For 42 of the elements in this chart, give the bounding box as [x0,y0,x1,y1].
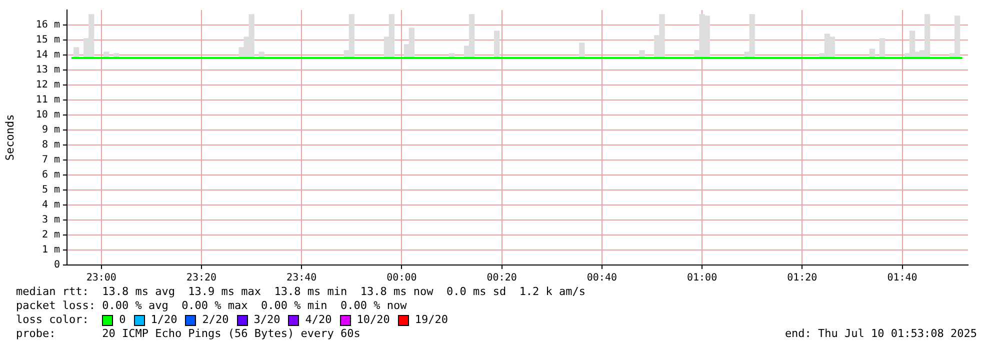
text: packet loss: 0.00 % avg 0.00 % max 0.00 % min 0.00 % now [16,299,407,313]
y-tick-label: 1 m [42,244,60,256]
legend-label: 1/20 [150,313,178,327]
y-tick-label: 5 m [42,184,60,196]
y-tick-label: 10 m [36,110,60,121]
y-tick-label: 0 [54,260,60,271]
x-tick-label: 00:40 [586,272,617,284]
legend-label: 19/20 [414,313,448,327]
y-tick-label: 3 m [42,214,60,226]
x-tick-label: 01:00 [686,272,718,284]
legend-label: 3/20 [254,313,280,327]
x-tick-label: 23:40 [286,272,317,284]
y-tick-label: 6 m [42,170,60,181]
x-tick-label: 23:20 [186,272,217,284]
bar [494,30,500,58]
y-tick-label: 13 m [36,64,60,76]
x-tick-label: 23:00 [86,272,116,284]
x-tick-label: 00:20 [486,272,517,284]
y-tick-label: 14 m [36,50,60,61]
text: probe: 20 ICMP Echo Pings (56 Bytes) every 60s [16,327,360,341]
y-axis-title: Seconds [3,114,16,161]
x-tick-label: 01:20 [787,272,818,284]
legend-label: 2/20 [202,313,229,327]
x-tick-label: 00:00 [386,272,417,284]
bar [879,38,886,58]
y-tick-label: 9 m [42,124,60,136]
y-tick-label: 16 m [36,20,60,31]
y-tick-label: 15 m [36,34,60,46]
bar [579,42,585,58]
x-tick-label: 01:40 [887,272,918,284]
y-tick-label: 12 m [36,80,60,91]
y-tick-label: 7 m [42,154,60,166]
legend-label: 0 [119,313,126,327]
legend-label: 10/20 [356,313,390,327]
y-tick-label: 2 m [42,230,60,241]
legend-label: 4/20 [305,313,332,327]
text: end: Thu Jul 10 01:53:08 2025 [784,327,977,341]
y-tick-label: 4 m [42,200,60,211]
text: median rtt: 13.8 ms avg 13.9 ms max 13.8 ms min 13.8 ms now 0.0 ms sd 1.2 k am/s [16,285,586,299]
y-tick-label: 11 m [36,94,60,106]
legend-title: loss color: [16,313,90,327]
y-tick-label: 8 m [42,140,60,151]
